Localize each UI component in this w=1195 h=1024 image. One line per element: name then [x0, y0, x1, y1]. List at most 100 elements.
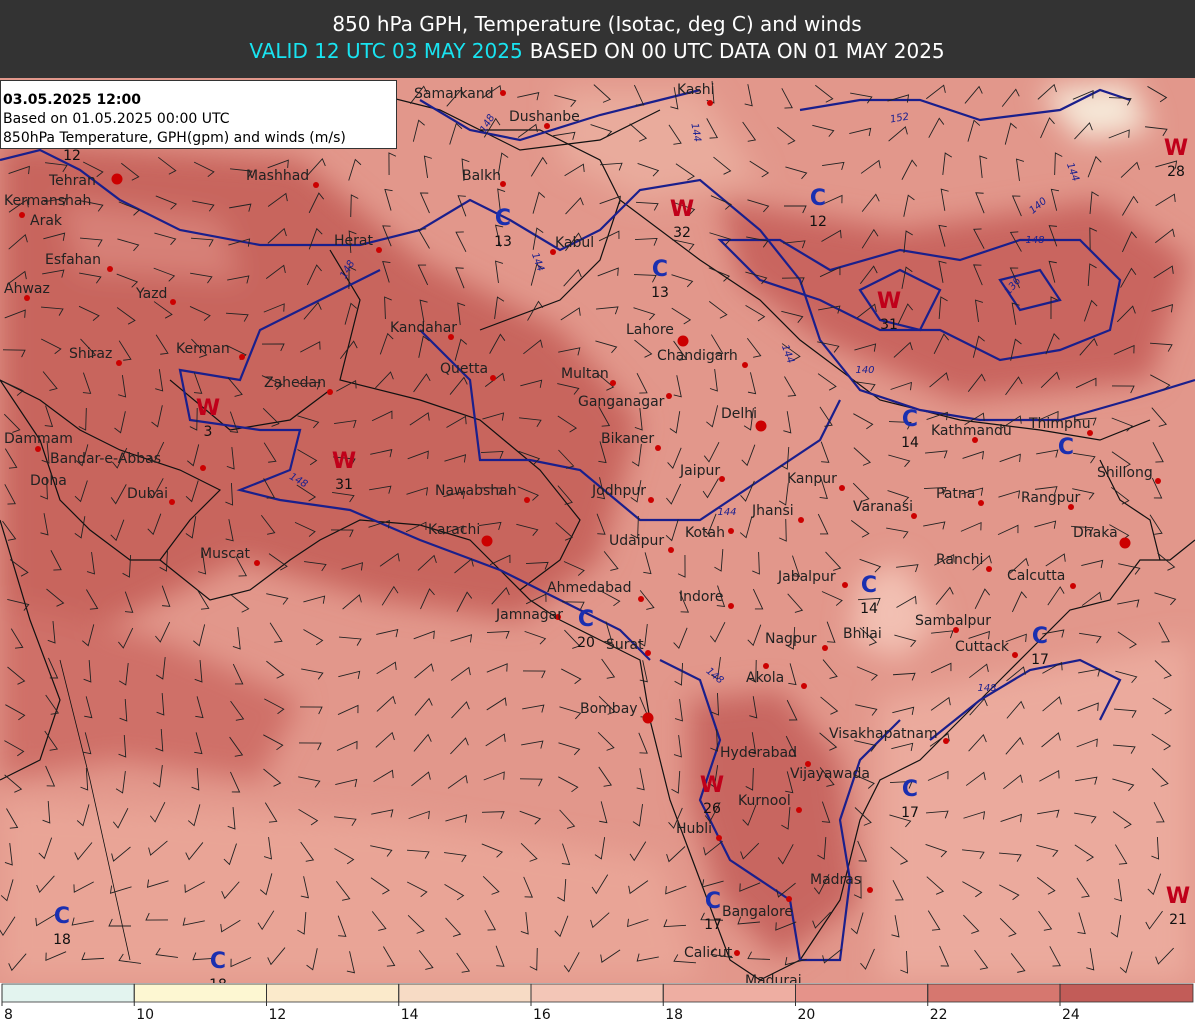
wind-barb [890, 846, 909, 865]
wind-barb [2, 380, 24, 396]
wind-barb [294, 521, 316, 537]
wind-barb [483, 771, 505, 781]
wind-barb [189, 407, 198, 431]
wind-barb [565, 197, 584, 215]
wind-barb [974, 588, 991, 610]
wind-barb [1086, 948, 1095, 971]
wind-barb [1115, 670, 1138, 684]
wind-barb [44, 405, 54, 427]
wind-barb [1009, 231, 1022, 252]
wind-barb [297, 911, 307, 935]
wind-barb [1036, 844, 1059, 857]
wind-barb [783, 411, 792, 434]
wind-barb [1155, 160, 1178, 169]
wind-barb [335, 778, 358, 788]
wind-barb [850, 92, 873, 104]
labels: Samarkand Dushanbe Kashi Balkh Mashhad Tehran… [4, 82, 1190, 993]
city-label: Visakhapatnam [829, 726, 938, 742]
wind-barb [628, 880, 649, 895]
wind-barb [637, 624, 648, 647]
wind-barb [86, 589, 99, 610]
wind-barb [963, 811, 986, 820]
wind-barb [972, 335, 985, 358]
center-value: 18 [53, 932, 71, 948]
wind-barb [1110, 486, 1130, 505]
wind-barb [303, 595, 326, 604]
city-dot [555, 614, 561, 620]
city-dot [978, 500, 984, 506]
wind-barb [111, 447, 128, 469]
wind-barb [1112, 778, 1135, 792]
city-dot [313, 182, 319, 188]
wind-barb [598, 766, 613, 787]
wind-barb [854, 807, 872, 826]
wind-barb [198, 552, 207, 575]
city-dot [786, 896, 792, 902]
wind-barb [631, 444, 642, 467]
city-dot [1155, 478, 1161, 484]
wind-barb [965, 771, 986, 786]
wind-barb [267, 159, 289, 169]
wind-barb [1151, 836, 1160, 860]
wind-barb [888, 454, 911, 468]
wind-barb [777, 844, 794, 865]
city-label: Multan [561, 366, 609, 382]
wind-barb [4, 740, 25, 757]
wind-barb [376, 661, 397, 675]
wind-barb [669, 411, 681, 434]
city-dot [972, 437, 978, 443]
wind-barb [1045, 553, 1066, 567]
colorbar-swatch [1, 983, 135, 1003]
wind-barb [335, 880, 351, 901]
wind-barb [780, 446, 790, 470]
city-dot [867, 887, 873, 893]
wind-barb [1006, 700, 1025, 719]
wind-barb [1153, 801, 1165, 823]
wind-barb [1001, 88, 1020, 107]
wind-barb [938, 296, 948, 320]
city-dot [648, 497, 654, 503]
wind-barb [745, 304, 766, 322]
colorbar-tick-label: 10 [136, 1007, 154, 1023]
wind-barb [1011, 195, 1022, 217]
city-dot [716, 835, 722, 841]
city-label: Thimphu [1028, 416, 1091, 432]
wind-barb [81, 952, 105, 961]
wind-barb [40, 476, 48, 500]
header-bar [0, 0, 1195, 78]
wind-barb [108, 918, 132, 927]
wind-barb [124, 591, 134, 613]
wind-barb [40, 338, 62, 355]
wind-barb [262, 407, 280, 427]
wind-barb [342, 594, 362, 610]
wind-barb [788, 663, 797, 686]
wind-barb [1145, 126, 1168, 137]
wind-barb [145, 912, 169, 921]
wind-barb [73, 881, 94, 893]
wind-barb [455, 267, 465, 289]
valid-time: VALID 12 UTC 03 MAY 2025 [249, 39, 522, 63]
wind-barb [785, 735, 797, 757]
wind-barb [892, 880, 904, 901]
wind-barb [6, 270, 27, 285]
wind-barb [776, 882, 796, 898]
city-label: Kabul [555, 235, 594, 251]
wind-barb [306, 948, 318, 971]
wind-barb [44, 197, 67, 206]
wind-barb [964, 412, 985, 426]
wind-barb [677, 554, 686, 578]
warm-center: W [670, 197, 694, 222]
wind-barb [1042, 696, 1062, 712]
wind-barb [999, 917, 1017, 937]
wind-barb [742, 804, 757, 827]
center-value: 14 [901, 435, 919, 451]
wind-barb [817, 341, 840, 353]
wind-barb [298, 776, 321, 788]
wind-barb [442, 525, 464, 535]
wind-barb [373, 769, 394, 783]
wind-barb [711, 692, 720, 716]
wind-barb [457, 195, 467, 217]
wind-barb [781, 807, 791, 830]
city-label: Ahmedabad [547, 580, 632, 596]
